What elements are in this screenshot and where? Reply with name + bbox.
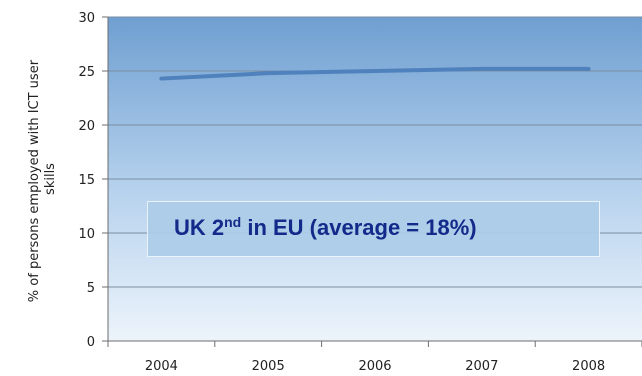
- x-tick-label: 2008: [572, 359, 605, 374]
- annotation-prefix: UK 2: [174, 215, 225, 240]
- series-line: [159, 66, 591, 81]
- annotation-superscript: nd: [224, 214, 242, 230]
- y-tick-label: 20: [78, 119, 95, 134]
- annotation-box: [147, 201, 600, 257]
- tick-labels: 0 5 10 15 20 25 30 2004 2005 2006 2007 2008: [78, 11, 605, 374]
- y-tick-label: 0: [87, 335, 95, 350]
- y-axis-title: % of persons employed with ICT user skil…: [27, 56, 58, 302]
- x-tick-label: 2006: [358, 359, 391, 374]
- axes: [102, 16, 642, 347]
- y-tick-label: 15: [78, 173, 95, 188]
- y-tick-label: 5: [87, 281, 95, 296]
- x-tick-label: 2004: [145, 359, 178, 374]
- series-layer: [159, 66, 591, 81]
- annotation-text: UK 2nd in EU (average = 18%): [174, 213, 477, 243]
- y-axis-title-line-2: skills: [43, 163, 58, 195]
- x-tick-label: 2005: [252, 359, 285, 374]
- annotation-suffix: in EU (average = 18%): [241, 215, 477, 240]
- x-tick-label: 2007: [465, 359, 498, 374]
- y-tick-label: 25: [78, 65, 95, 80]
- y-axis-title-line-1: % of persons employed with ICT user: [27, 59, 42, 302]
- y-tick-label: 30: [78, 11, 95, 26]
- y-tick-label: 10: [78, 227, 95, 242]
